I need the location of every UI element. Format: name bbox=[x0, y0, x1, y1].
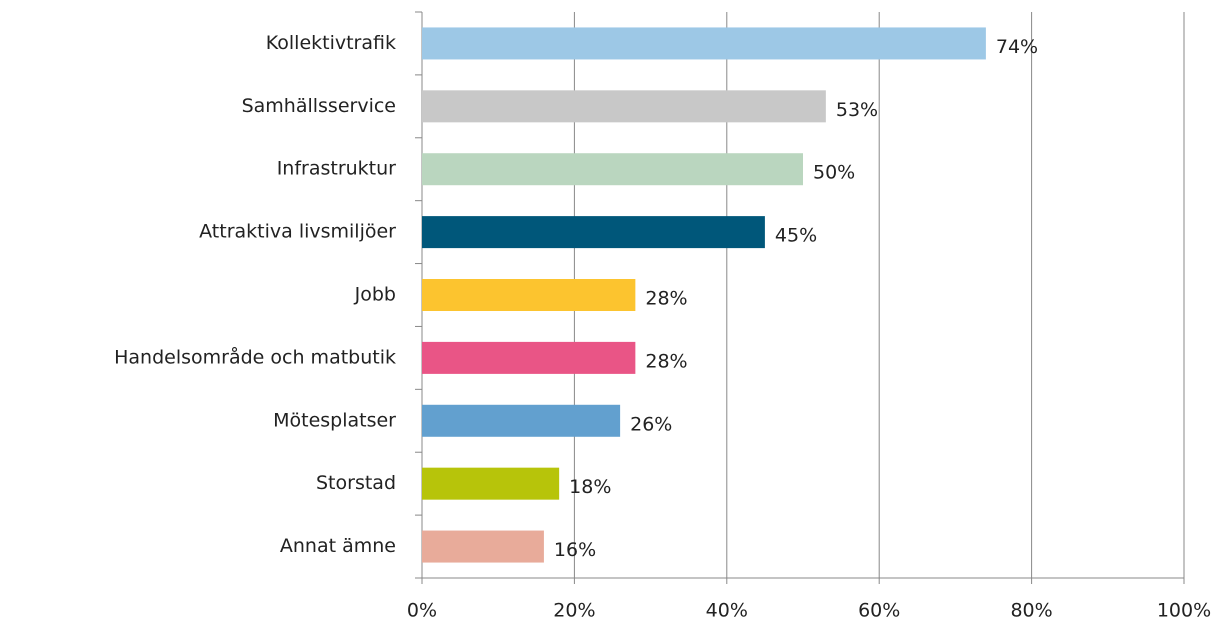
bar bbox=[422, 216, 765, 249]
y-tick-label: Attraktiva livsmiljöer bbox=[199, 221, 396, 243]
y-tick-label: Mötesplatser bbox=[273, 409, 396, 431]
bar bbox=[422, 153, 803, 186]
y-tick-label: Jobb bbox=[354, 284, 396, 306]
y-tick-label: Storstad bbox=[316, 472, 396, 494]
y-tick-label: Infrastruktur bbox=[277, 158, 396, 180]
bar bbox=[422, 341, 636, 374]
data-label: 53% bbox=[836, 99, 878, 121]
x-tick-label: 20% bbox=[553, 600, 595, 622]
x-tick-label: 40% bbox=[706, 600, 748, 622]
bar bbox=[422, 404, 621, 437]
y-tick-label: Samhällsservice bbox=[242, 95, 396, 117]
y-tick-label: Kollektivtrafik bbox=[266, 32, 396, 54]
bar bbox=[422, 279, 636, 311]
data-label: 74% bbox=[996, 36, 1038, 58]
data-label: 45% bbox=[775, 225, 817, 247]
data-label: 28% bbox=[645, 288, 687, 310]
bar bbox=[422, 467, 560, 500]
data-label: 26% bbox=[630, 413, 672, 435]
x-tick-label: 100% bbox=[1157, 600, 1211, 622]
y-tick-label: Annat ämne bbox=[280, 535, 396, 557]
data-label: 16% bbox=[554, 539, 596, 561]
data-label: 50% bbox=[813, 162, 855, 184]
x-tick-label: 80% bbox=[1010, 600, 1052, 622]
x-tick-label: 0% bbox=[407, 600, 437, 622]
bar bbox=[422, 27, 986, 60]
data-label: 18% bbox=[569, 476, 611, 498]
bar bbox=[422, 530, 544, 563]
x-tick-label: 60% bbox=[858, 600, 900, 622]
data-label: 28% bbox=[645, 350, 687, 372]
bar bbox=[422, 90, 826, 123]
y-tick-label: Handelsområde och matbutik bbox=[114, 345, 396, 368]
